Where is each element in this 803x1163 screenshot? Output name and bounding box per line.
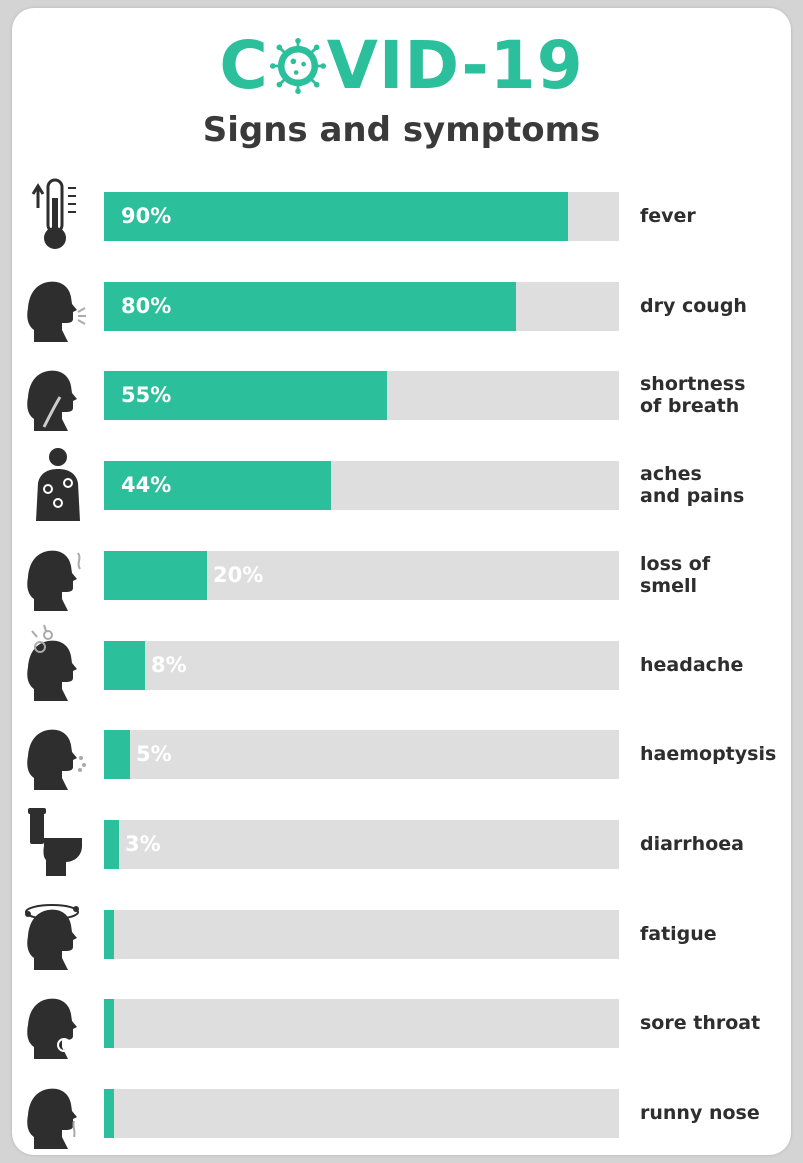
chart-title: C VID-19	[12, 26, 791, 106]
bar	[104, 461, 331, 511]
bar	[104, 550, 207, 600]
category-text: headache	[640, 653, 744, 676]
category-text: shortness of breath	[640, 373, 746, 418]
category-text: loss of smell	[640, 552, 711, 597]
bar-track	[104, 909, 619, 959]
bar	[104, 281, 516, 331]
haemoptysis-head-icon	[27, 729, 86, 791]
headache-head-icon	[27, 624, 77, 701]
category-text: haemoptysis	[640, 743, 777, 766]
bar-track: 3%	[104, 819, 619, 869]
bar-value-label: 90%	[121, 204, 172, 228]
bar-track: 80%	[104, 281, 619, 331]
toilet-icon	[28, 807, 82, 876]
bar-value-label: 3%	[125, 831, 161, 856]
body-aches-icon	[36, 448, 80, 522]
bar-track	[104, 1089, 619, 1138]
bar	[104, 1089, 114, 1138]
bar-row: 3% diarrhoea	[12, 802, 791, 892]
category-label: fatigue	[640, 892, 790, 976]
title-rest: VID-19	[326, 27, 584, 104]
category-label: aches and pains	[640, 443, 790, 527]
category-label: diarrhoea	[640, 802, 790, 886]
bar-row: 80% dry cough	[12, 264, 791, 354]
category-label: headache	[640, 623, 790, 707]
bar-row: sore throat	[12, 981, 791, 1071]
bar-row: 44% aches and pains	[12, 443, 791, 533]
bar-row: fatigue	[12, 892, 791, 982]
smell-head-icon	[27, 550, 81, 611]
category-label: shortness of breath	[640, 353, 790, 437]
bar-value-label: 8%	[151, 652, 187, 677]
bar-value-label: 80%	[121, 293, 172, 318]
cough-head-icon	[27, 281, 86, 342]
bar-track: 55%	[104, 371, 619, 421]
bar-row: 90% fever	[12, 174, 791, 264]
bar-value-label: 5%	[136, 742, 172, 767]
category-text: diarrhoea	[640, 832, 744, 855]
category-text: fever	[640, 205, 696, 227]
fatigue-head-icon	[25, 903, 79, 970]
category-label: loss of smell	[640, 533, 790, 617]
category-text: fatigue	[640, 922, 717, 945]
category-label: fever	[640, 174, 790, 258]
bar-row: 20% loss of smell	[12, 533, 791, 623]
infographic-card: C VID-19 Signs and symptoms 90% fever 80% d…	[12, 8, 791, 1155]
bar	[104, 371, 387, 421]
bar	[104, 999, 114, 1049]
sore-throat-head-icon	[27, 998, 77, 1060]
bar-track	[104, 999, 619, 1049]
bar-track: 8%	[104, 640, 619, 690]
bar-row: 8% headache	[12, 623, 791, 713]
bar	[104, 192, 568, 241]
category-text: aches and pains	[640, 463, 745, 508]
category-label: runny nose	[640, 1071, 790, 1155]
bar-row: runny nose	[12, 1071, 791, 1155]
title-c: C	[219, 27, 269, 104]
bar-value-label: 55%	[121, 383, 172, 408]
bar-value-label: 20%	[213, 562, 264, 587]
bar-row: 5% haemoptysis	[12, 712, 791, 802]
bar-track: 20%	[104, 550, 619, 600]
bar	[104, 640, 145, 690]
runny-nose-head-icon	[27, 1088, 77, 1149]
category-label: dry cough	[640, 264, 790, 348]
thermometer-icon	[31, 178, 76, 249]
bar	[104, 909, 114, 959]
category-label: haemoptysis	[640, 712, 790, 796]
virus-icon	[269, 38, 326, 94]
bar-track: 44%	[104, 461, 619, 511]
breath-head-icon	[27, 371, 77, 432]
category-text: sore throat	[640, 1012, 761, 1035]
bar-row: 55% shortness of breath	[12, 353, 791, 443]
chart-subtitle: Signs and symptoms	[202, 110, 601, 150]
bar-track: 5%	[104, 730, 619, 780]
category-text: dry cough	[640, 294, 747, 317]
bar	[104, 819, 119, 869]
bar-track: 90%	[104, 192, 619, 241]
category-label: sore throat	[640, 981, 790, 1065]
category-text: runny nose	[640, 1102, 760, 1124]
bar-value-label: 44%	[121, 473, 172, 498]
bar	[104, 730, 130, 780]
